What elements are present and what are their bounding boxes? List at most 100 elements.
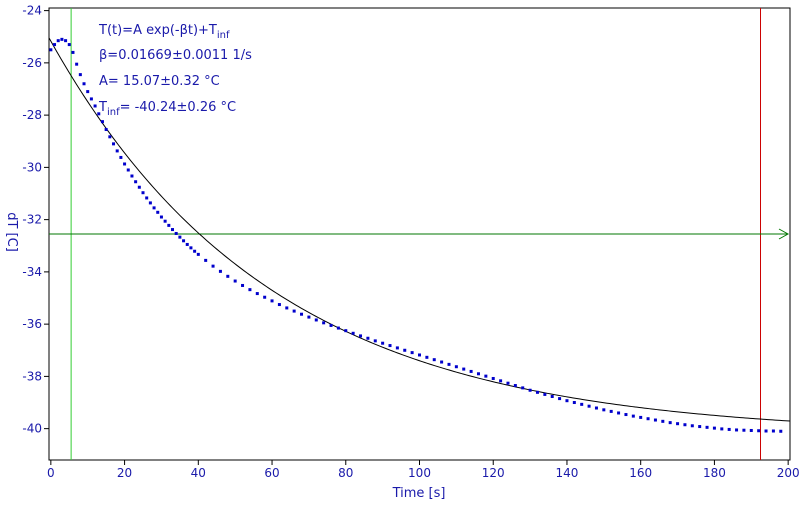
data-point	[248, 288, 252, 292]
data-point	[639, 415, 643, 419]
data-point	[727, 427, 731, 431]
y-axis-label: dT [C]	[4, 212, 19, 252]
data-point	[366, 336, 370, 340]
data-point	[410, 351, 414, 355]
data-point	[218, 269, 222, 273]
data-point	[484, 374, 488, 378]
y-tick-label: -40	[22, 422, 42, 436]
data-point	[668, 421, 672, 425]
data-point	[270, 299, 274, 303]
data-point	[373, 339, 377, 343]
data-point	[690, 424, 694, 428]
data-point	[735, 428, 739, 432]
y-tick-label: -34	[22, 265, 42, 279]
data-point	[49, 48, 53, 52]
x-tick-label: 140	[556, 466, 579, 480]
data-point	[661, 419, 665, 423]
data-point	[263, 295, 267, 299]
data-point	[163, 219, 167, 223]
data-point	[93, 104, 97, 108]
data-point	[233, 279, 237, 283]
data-point	[123, 162, 127, 166]
data-point	[698, 425, 702, 429]
data-point	[587, 404, 591, 408]
data-point	[178, 235, 182, 239]
x-tick-label: 0	[47, 466, 55, 480]
data-point	[64, 39, 68, 43]
data-point	[141, 191, 145, 195]
annotation-tail: = -40.24±0.26 °C	[120, 100, 236, 115]
data-point	[381, 341, 385, 345]
data-point	[499, 379, 503, 383]
annotation-main: β=0.01669±0.0011 1/s	[99, 48, 252, 63]
y-tick-label: -30	[22, 160, 42, 174]
y-tick-label: -32	[22, 213, 42, 227]
data-point	[528, 388, 532, 392]
data-point	[156, 210, 160, 214]
data-point	[513, 384, 517, 388]
data-point	[82, 82, 86, 86]
data-point	[712, 426, 716, 430]
annotation-line: T(t)=A exp(-βt)+Tinf	[98, 23, 230, 41]
annotation-subscript: inf	[107, 107, 120, 118]
data-point	[359, 334, 363, 338]
data-point	[749, 428, 753, 432]
x-tick-label: 60	[264, 466, 279, 480]
x-axis-ticks: 0 20 40 60 80 100 120 140 160 180 200	[47, 460, 800, 480]
data-point	[447, 362, 451, 366]
data-point	[115, 149, 119, 153]
data-point	[440, 360, 444, 364]
data-point	[277, 303, 281, 307]
data-point	[631, 414, 635, 418]
data-point	[119, 155, 123, 159]
y-tick-label: -26	[22, 56, 42, 70]
data-point	[395, 346, 399, 350]
data-point	[322, 321, 326, 325]
data-point	[757, 429, 761, 433]
data-point	[454, 365, 458, 369]
data-point	[580, 402, 584, 406]
data-point	[108, 135, 112, 139]
data-point	[255, 292, 259, 296]
y-axis-ticks: -24 -26 -28 -30 -32 -34 -36 -38 -40	[22, 4, 49, 436]
data-point	[174, 231, 178, 235]
data-point	[53, 43, 57, 47]
data-point	[145, 196, 149, 200]
data-point	[104, 127, 108, 131]
marker-lines	[49, 8, 790, 460]
x-tick-label: 180	[703, 466, 726, 480]
data-point	[720, 427, 724, 431]
data-point	[617, 411, 621, 415]
data-point	[100, 120, 104, 124]
data-point	[609, 409, 613, 413]
data-point	[204, 258, 208, 262]
annotation-line: Tinf= -40.24±0.26 °C	[98, 100, 236, 118]
annotation-main: T	[98, 100, 107, 115]
data-point	[572, 401, 576, 405]
x-axis-label: Time [s]	[392, 486, 446, 501]
threshold-arrow-icon	[778, 228, 790, 240]
data-point	[152, 206, 156, 210]
data-point	[75, 62, 79, 66]
data-point	[344, 329, 348, 333]
data-point	[535, 390, 539, 394]
annotation-line: β=0.01669±0.0011 1/s	[99, 48, 252, 63]
x-tick-label: 80	[338, 466, 353, 480]
y-tick-label: -24	[22, 4, 42, 18]
annotation-main: T(t)=A exp(-βt)+T	[98, 23, 217, 38]
data-point	[558, 397, 562, 401]
data-point	[211, 264, 215, 268]
y-tick-label: -38	[22, 369, 42, 383]
data-point	[329, 323, 333, 327]
data-point	[521, 386, 525, 390]
y-tick-label: -28	[22, 108, 42, 122]
data-point	[226, 274, 230, 278]
data-point	[565, 399, 569, 403]
data-point	[764, 429, 768, 433]
data-point	[676, 422, 680, 426]
data-point	[336, 326, 340, 330]
fit-curve	[48, 37, 791, 422]
data-point	[97, 112, 101, 116]
data-point	[241, 283, 245, 287]
